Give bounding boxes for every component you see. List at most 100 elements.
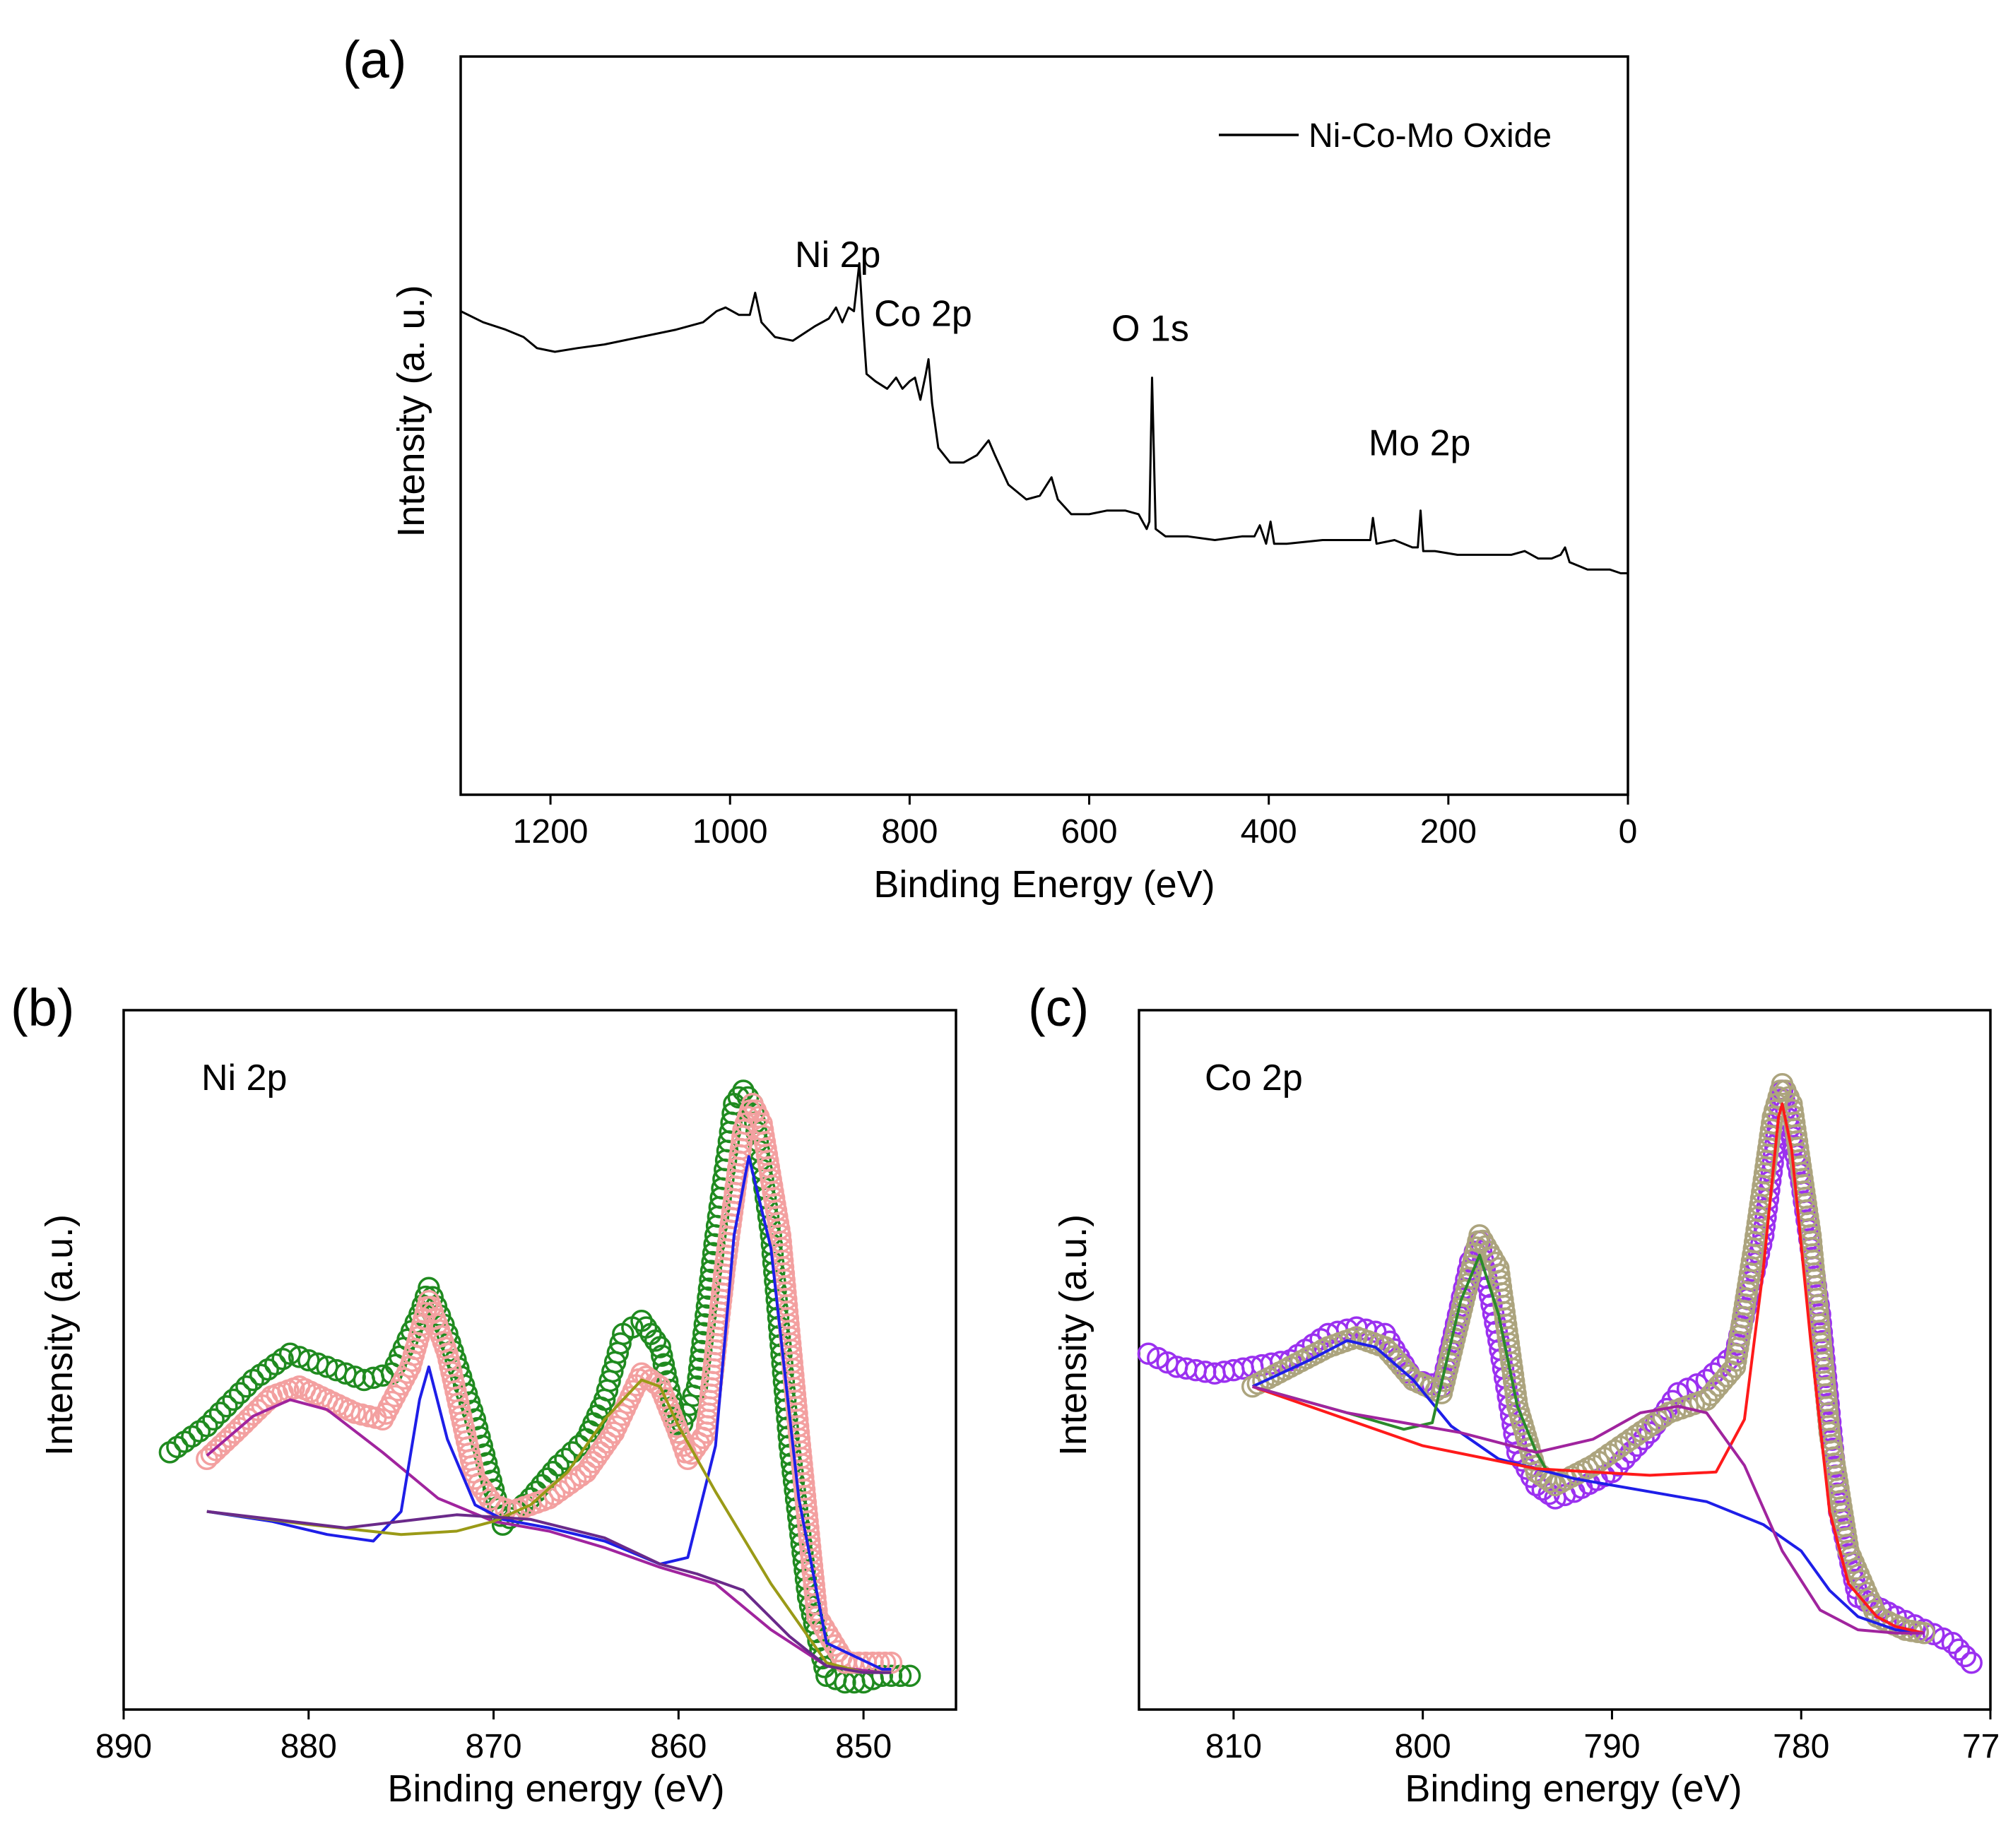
panel-b-raw-data-point <box>228 1382 252 1404</box>
panel-b-raw-data-point <box>649 1336 671 1358</box>
panel-b-raw-data-point <box>732 1079 755 1102</box>
panel-b-raw-data-point <box>634 1316 658 1339</box>
panel-b-raw-data-point <box>371 1364 394 1387</box>
panel-a: (a) 1200 1000 800 600 400 200 0 Ni 2p Co 2p O 1s… <box>343 30 1637 906</box>
panel-c: (c) Co 2p 810 800 790 780 770 Binding energy… <box>1028 978 2001 1810</box>
panel-a-peak-label: Ni 2p <box>795 235 880 276</box>
panel-b-raw-data-point <box>651 1344 673 1367</box>
panel-b-x-tick-label: 860 <box>650 1728 707 1765</box>
panel-a-x-tick-label: 600 <box>1061 813 1117 851</box>
panel-c-component-line <box>1252 1102 1925 1635</box>
panel-b: (b) Ni 2p 890 880 870 860 850 Binding energy… <box>11 978 957 1810</box>
panel-b-x-tick-label: 880 <box>281 1728 337 1765</box>
panel-b-raw-data-point <box>547 1454 569 1477</box>
panel-c-x-tick-label: 770 <box>1962 1728 2001 1765</box>
panel-a-legend-label: Ni-Co-Mo Oxide <box>1309 117 1552 155</box>
panel-b-component-line <box>206 1378 892 1674</box>
panel-b-component-line <box>206 1155 892 1671</box>
panel-a-series-line <box>460 262 1628 574</box>
panel-a-x-ticks: 1200 1000 800 600 400 200 0 <box>513 795 1638 851</box>
panel-b-component-line <box>206 1510 892 1674</box>
panel-c-frame <box>1138 1009 1992 1711</box>
panel-b-component-line <box>206 1398 892 1674</box>
panel-b-raw-data-point <box>222 1388 244 1411</box>
panel-c-raw-data-point <box>1811 1329 1834 1353</box>
panel-b-x-tick-label: 890 <box>95 1728 152 1765</box>
panel-c-component-line <box>1252 1253 1547 1470</box>
panel-c-x-tick-label: 790 <box>1583 1728 1640 1765</box>
panel-b-raw-data-point <box>264 1353 287 1375</box>
panel-b-y-axis-title: Intensity (a.u.) <box>38 1214 81 1456</box>
panel-b-raw-data-point <box>695 1295 719 1318</box>
panel-b-raw-data-point <box>898 1664 921 1688</box>
panel-c-raw-data-point <box>1544 1487 1566 1510</box>
panel-b-raw-data-point <box>541 1461 565 1483</box>
panel-a-x-axis-title: Binding Energy (eV) <box>873 863 1215 906</box>
panel-a-x-tick-label: 1000 <box>692 813 768 851</box>
panel-c-envelope-fit-point <box>1468 1224 1491 1247</box>
panel-a-annotations: Ni 2p Co 2p O 1s Mo 2p <box>795 235 1470 463</box>
panel-b-raw-data-point <box>202 1408 225 1431</box>
panel-b-raw-data-point <box>216 1394 238 1418</box>
panel-c-x-tick-label: 800 <box>1395 1728 1451 1765</box>
panel-c-y-axis-title: Intensity (a.u.) <box>1052 1214 1094 1456</box>
panel-b-x-ticks: 890 880 870 860 850 <box>95 1710 892 1765</box>
panel-b-raw-data-point <box>644 1329 667 1352</box>
panel-a-peak-label: Co 2p <box>874 293 972 334</box>
panel-b-raw-data-point <box>652 1353 675 1375</box>
panel-a-x-tick-label: 0 <box>1619 813 1638 851</box>
panel-a-x-tick-label: 200 <box>1420 813 1477 851</box>
panel-b-raw-data-point <box>609 1332 632 1355</box>
panel-b-envelope-fit-point <box>599 1426 622 1449</box>
panel-c-x-tick-label: 780 <box>1773 1728 1829 1765</box>
panel-a-series-layer <box>460 262 1628 574</box>
panel-b-x-axis-title: Binding energy (eV) <box>387 1767 724 1810</box>
panel-a-x-tick-label: 1200 <box>513 813 589 851</box>
panel-b-raw-data-point <box>639 1322 662 1346</box>
panel-b-x-tick-label: 850 <box>835 1728 892 1765</box>
panel-b-raw-data-point <box>693 1313 716 1336</box>
panel-b-raw-data-point <box>701 1250 724 1274</box>
panel-c-tag: Co 2p <box>1205 1058 1303 1098</box>
panel-b-envelope-fit-point <box>823 1634 846 1657</box>
panel-a-label: (a) <box>343 30 406 89</box>
panel-c-component-line <box>1252 1385 1925 1635</box>
panel-c-x-tick-label: 810 <box>1205 1728 1262 1765</box>
panel-c-component-line <box>1251 1339 1925 1635</box>
panel-b-raw-data-point <box>687 1357 711 1380</box>
panel-c-label: (c) <box>1028 978 1089 1037</box>
panel-b-raw-data-point <box>196 1414 218 1438</box>
panel-b-raw-data-point <box>208 1402 232 1424</box>
panel-b-envelope-fit-point <box>820 1628 843 1651</box>
panel-c-raw-data-point <box>1954 1645 1977 1668</box>
panel-b-raw-data-point <box>699 1268 721 1291</box>
panel-a-peak-label: O 1s <box>1111 308 1189 349</box>
panel-b-frame <box>122 1009 957 1711</box>
panel-c-series-layer <box>1137 1072 1983 1674</box>
panel-c-raw-data-point <box>1960 1651 1983 1674</box>
panel-a-x-tick-label: 800 <box>881 813 938 851</box>
panel-b-raw-data-point <box>880 1664 903 1688</box>
panel-c-envelope-fit-point <box>1652 1405 1675 1428</box>
panel-c-x-axis-title: Binding energy (eV) <box>1405 1767 1742 1810</box>
panel-b-envelope-fit <box>196 1092 903 1674</box>
panel-c-raw-data-point <box>1947 1638 1971 1661</box>
panel-a-frame <box>459 55 1629 796</box>
panel-b-x-tick-label: 870 <box>466 1728 522 1765</box>
panel-c-raw-data-point <box>1941 1632 1964 1654</box>
panel-b-envelope-fit-point <box>827 1640 849 1663</box>
panel-b-label: (b) <box>11 978 74 1037</box>
panel-c-envelope-fit-point <box>1475 1235 1497 1258</box>
panel-a-y-axis-title: Intensity (a. u.) <box>390 285 432 537</box>
panel-a-peak-label: Mo 2p <box>1369 422 1471 463</box>
panel-b-raw-data-point <box>235 1375 258 1398</box>
panel-b-envelope-fit-point <box>805 1605 829 1628</box>
panel-b-raw-data-point <box>727 1086 750 1109</box>
panel-b-raw-data-point <box>690 1339 713 1363</box>
panel-b-tag: Ni 2p <box>201 1058 287 1098</box>
panel-a-x-tick-label: 400 <box>1241 813 1297 851</box>
panel-c-x-ticks: 810 800 790 780 770 <box>1205 1710 2001 1765</box>
panel-c-raw-data-point <box>1626 1434 1648 1457</box>
panel-b-series-layer <box>158 1079 921 1694</box>
